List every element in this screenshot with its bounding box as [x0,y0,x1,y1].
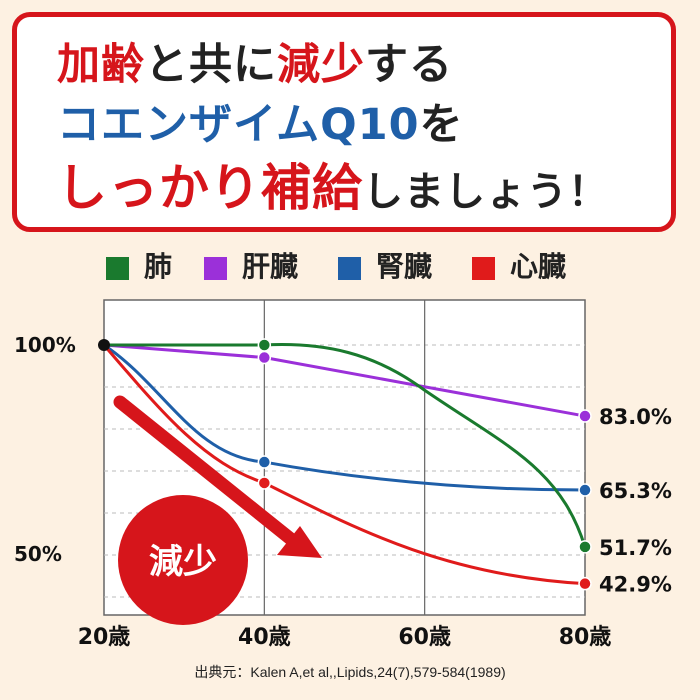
data-point-liver [578,409,592,423]
series-line-heart [102,344,586,586]
decrease-arrow-head [277,526,322,558]
legend-swatch-kidney [338,257,361,280]
headline-with: と共に [145,40,277,90]
legend-swatch-liver [204,257,227,280]
decrease-badge-label: 減少 [149,542,217,582]
headline-wo: を [419,100,464,150]
headline-line-1: 加齢と共に減少する [57,39,453,91]
legend-swatch-lung [106,257,129,280]
data-point-liver [257,350,272,365]
source-citation: 出典元：Kalen A,et al,,Lipids,24(7),579-584(… [194,664,506,680]
headline-line-2: コエンザイムQ10を [57,99,464,151]
headline-box: 加齢と共に減少する コエンザイムQ10を しっかり補給しましょう！ [12,12,676,232]
x-tick-label: 60歳 [398,625,451,650]
data-point-heart [578,576,592,591]
end-label-liver: 83.0% [599,405,672,429]
headline-coq10: コエンザイムQ10 [57,100,420,150]
data-point-lung [578,540,592,554]
legend-label-heart: 心臓 [510,250,567,283]
x-tick-label: 80歳 [559,625,612,650]
x-tick-label: 40歳 [238,625,291,650]
decrease-badge [118,495,248,625]
data-point-start [98,339,110,351]
headline-line-3: しっかり補給しましょう！ [57,162,609,218]
legend-swatch-heart [472,257,495,280]
headline-decrease: 減少 [277,40,365,90]
end-label-heart: 42.9% [599,573,672,597]
data-point-heart [257,476,272,490]
legend-label-kidney: 腎臓 [376,250,433,283]
end-label-lung: 51.7% [599,536,672,560]
data-point-lung [257,338,272,352]
y-tick-label: 50% [14,542,62,566]
headline-aging: 加齢 [57,40,145,90]
headline-suru: する [365,40,453,90]
legend-label-liver: 肝臓 [242,250,299,283]
data-point-kidney [257,455,272,469]
y-tick-label: 100% [14,333,76,357]
series-line-lung [104,343,587,548]
chart-legend: 肺 肝臓 腎臓 心臓 [0,240,700,290]
data-point-kidney [578,483,592,497]
legend-label-lung: 肺 [144,250,173,283]
end-label-kidney: 65.3% [599,479,672,503]
series-line-kidney [103,343,586,492]
headline-supplement: 補給 [261,159,363,217]
headline-shikkari: しっかり [57,159,261,217]
x-tick-label: 20歳 [78,625,131,650]
decrease-arrow-shaft [113,395,299,547]
headline-lets: しましょう！ [363,169,609,215]
